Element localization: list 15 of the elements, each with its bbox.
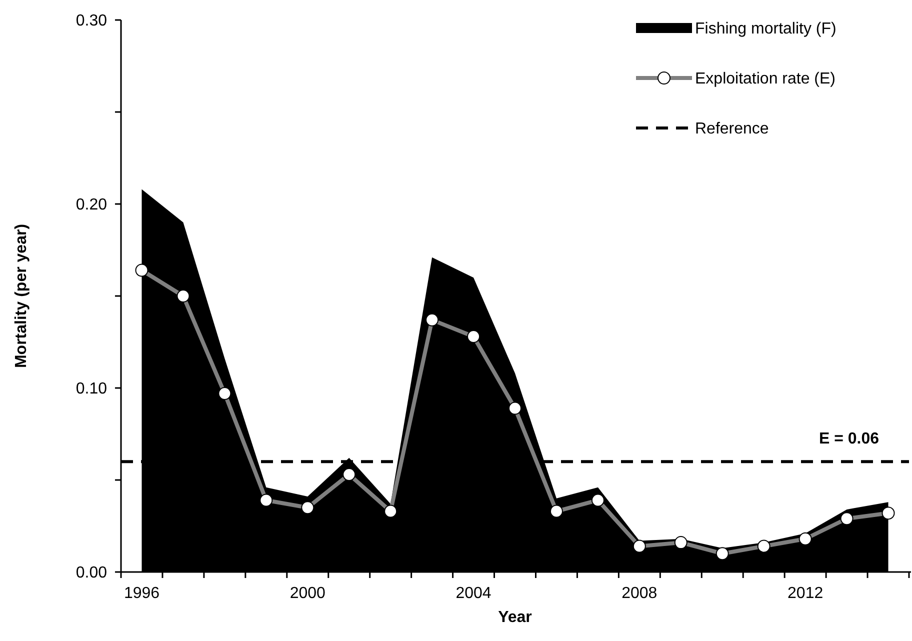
legend-label: Reference bbox=[695, 120, 769, 138]
legend-label: Fishing mortality (F) bbox=[695, 20, 836, 38]
x-tick-label: 1996 bbox=[124, 585, 160, 602]
legend-label: Exploitation rate (E) bbox=[695, 70, 836, 88]
x-axis-title: Year bbox=[498, 609, 532, 626]
x-tick-label: 2004 bbox=[456, 585, 492, 602]
y-axis-title: Mortality (per year) bbox=[13, 224, 30, 368]
x-tick-label: 2000 bbox=[290, 585, 326, 602]
annotation: E = 0.06 bbox=[818, 430, 880, 448]
y-tick-label: 0.10 bbox=[76, 380, 108, 398]
y-tick-label: 0.20 bbox=[76, 196, 108, 214]
y-tick-label: 0.30 bbox=[76, 12, 108, 30]
x-tick-label: 2012 bbox=[788, 585, 824, 602]
x-tick-label: 2008 bbox=[622, 585, 658, 602]
y-tick-label: 0.00 bbox=[76, 564, 108, 582]
